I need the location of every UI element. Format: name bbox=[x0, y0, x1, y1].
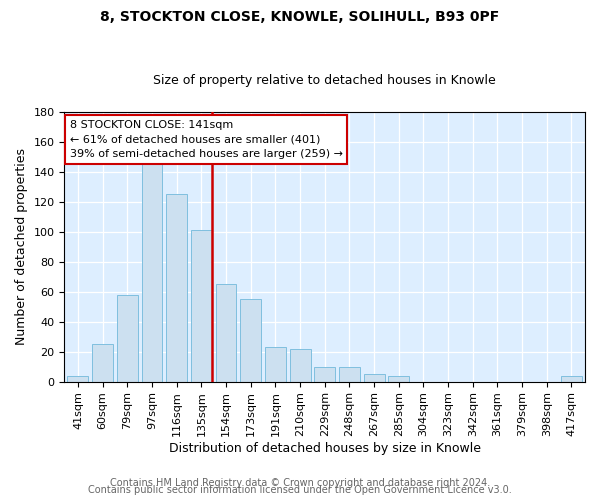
Bar bbox=[142, 160, 163, 382]
Title: Size of property relative to detached houses in Knowle: Size of property relative to detached ho… bbox=[154, 74, 496, 87]
Bar bbox=[290, 348, 311, 382]
Bar bbox=[92, 344, 113, 382]
Y-axis label: Number of detached properties: Number of detached properties bbox=[15, 148, 28, 345]
Text: Contains HM Land Registry data © Crown copyright and database right 2024.: Contains HM Land Registry data © Crown c… bbox=[110, 478, 490, 488]
Bar bbox=[364, 374, 385, 382]
Bar bbox=[388, 376, 409, 382]
Bar bbox=[561, 376, 582, 382]
Bar bbox=[314, 366, 335, 382]
Bar bbox=[166, 194, 187, 382]
Bar bbox=[191, 230, 212, 382]
Bar bbox=[215, 284, 236, 382]
Bar bbox=[339, 366, 360, 382]
Text: 8 STOCKTON CLOSE: 141sqm
← 61% of detached houses are smaller (401)
39% of semi-: 8 STOCKTON CLOSE: 141sqm ← 61% of detach… bbox=[70, 120, 343, 160]
Bar bbox=[117, 294, 138, 382]
Text: Contains public sector information licensed under the Open Government Licence v3: Contains public sector information licen… bbox=[88, 485, 512, 495]
X-axis label: Distribution of detached houses by size in Knowle: Distribution of detached houses by size … bbox=[169, 442, 481, 455]
Bar bbox=[240, 299, 261, 382]
Text: 8, STOCKTON CLOSE, KNOWLE, SOLIHULL, B93 0PF: 8, STOCKTON CLOSE, KNOWLE, SOLIHULL, B93… bbox=[100, 10, 500, 24]
Bar bbox=[67, 376, 88, 382]
Bar bbox=[265, 347, 286, 382]
